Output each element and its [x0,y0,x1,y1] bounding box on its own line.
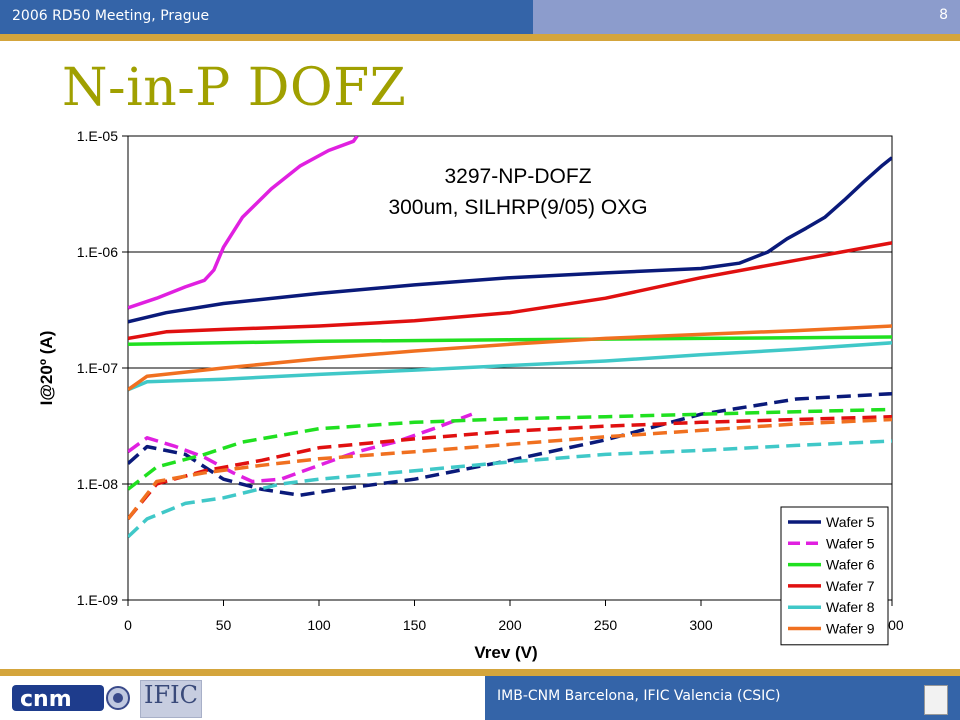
footer-bar [485,676,960,720]
series-line-solid-4 [128,341,892,392]
legend-label: Wafer 8 [826,599,875,615]
chart-annotation: 300um, SILHRP(9/05) OXG [388,196,647,219]
legend-box [780,506,889,646]
series-line-dashed-7 [128,412,473,484]
x-tick-label: 250 [594,617,618,633]
header-bar [0,0,533,34]
legend-label: Wafer 7 [826,578,875,594]
legend-label: Wafer 5 [826,514,875,530]
y-tick-label: 1.E-08 [77,476,118,492]
series-line-solid-2 [128,335,892,347]
chart-annotation: 3297-NP-DOFZ [444,165,591,188]
y-tick-label: 1.E-05 [77,128,118,144]
series-line-dashed-8 [128,407,892,491]
legend-label: Wafer 5 [826,535,875,551]
x-tick-label: 200 [498,617,522,633]
meeting-name: 2006 RD50 Meeting, Prague [12,8,210,24]
svg-text:cnm: cnm [20,687,72,712]
y-tick-label: 1.E-07 [77,360,118,376]
ific-logo-text: IFIC [144,681,198,709]
slide-number: 8 [939,7,948,23]
y-tick-label: 1.E-06 [77,244,118,260]
x-tick-label: 150 [403,617,427,633]
header-rule [0,34,960,41]
slide-title: N-in-P DOFZ [62,58,407,118]
x-tick-label: 50 [216,617,232,633]
csic-logo [924,685,948,715]
series-line-dashed-11 [128,417,892,520]
x-axis-label: Vrev (V) [474,643,537,662]
header-bar-right [533,0,960,34]
x-tick-label: 0 [124,617,132,633]
footer-rule [0,669,960,676]
footer-institutions: IMB-CNM Barcelona, IFIC Valencia (CSIC) [497,688,781,704]
series-line-solid-5 [128,324,892,392]
series-line-solid-1 [128,136,359,310]
y-tick-label: 1.E-09 [77,592,118,608]
ific-logo: IFIC [140,680,202,718]
x-tick-label: 300 [689,617,713,633]
series-line-solid-3 [128,241,892,341]
legend-label: Wafer 6 [826,557,875,573]
y-axis-label: I@20º (A) [37,331,56,406]
series-line-solid-0 [128,156,892,324]
series-line-dashed-9 [128,414,892,521]
legend-label: Wafer 9 [826,621,875,637]
cnm-logo: cnm [12,685,130,712]
x-tick-label: 100 [307,617,331,633]
series-line-dashed-6 [128,391,892,497]
